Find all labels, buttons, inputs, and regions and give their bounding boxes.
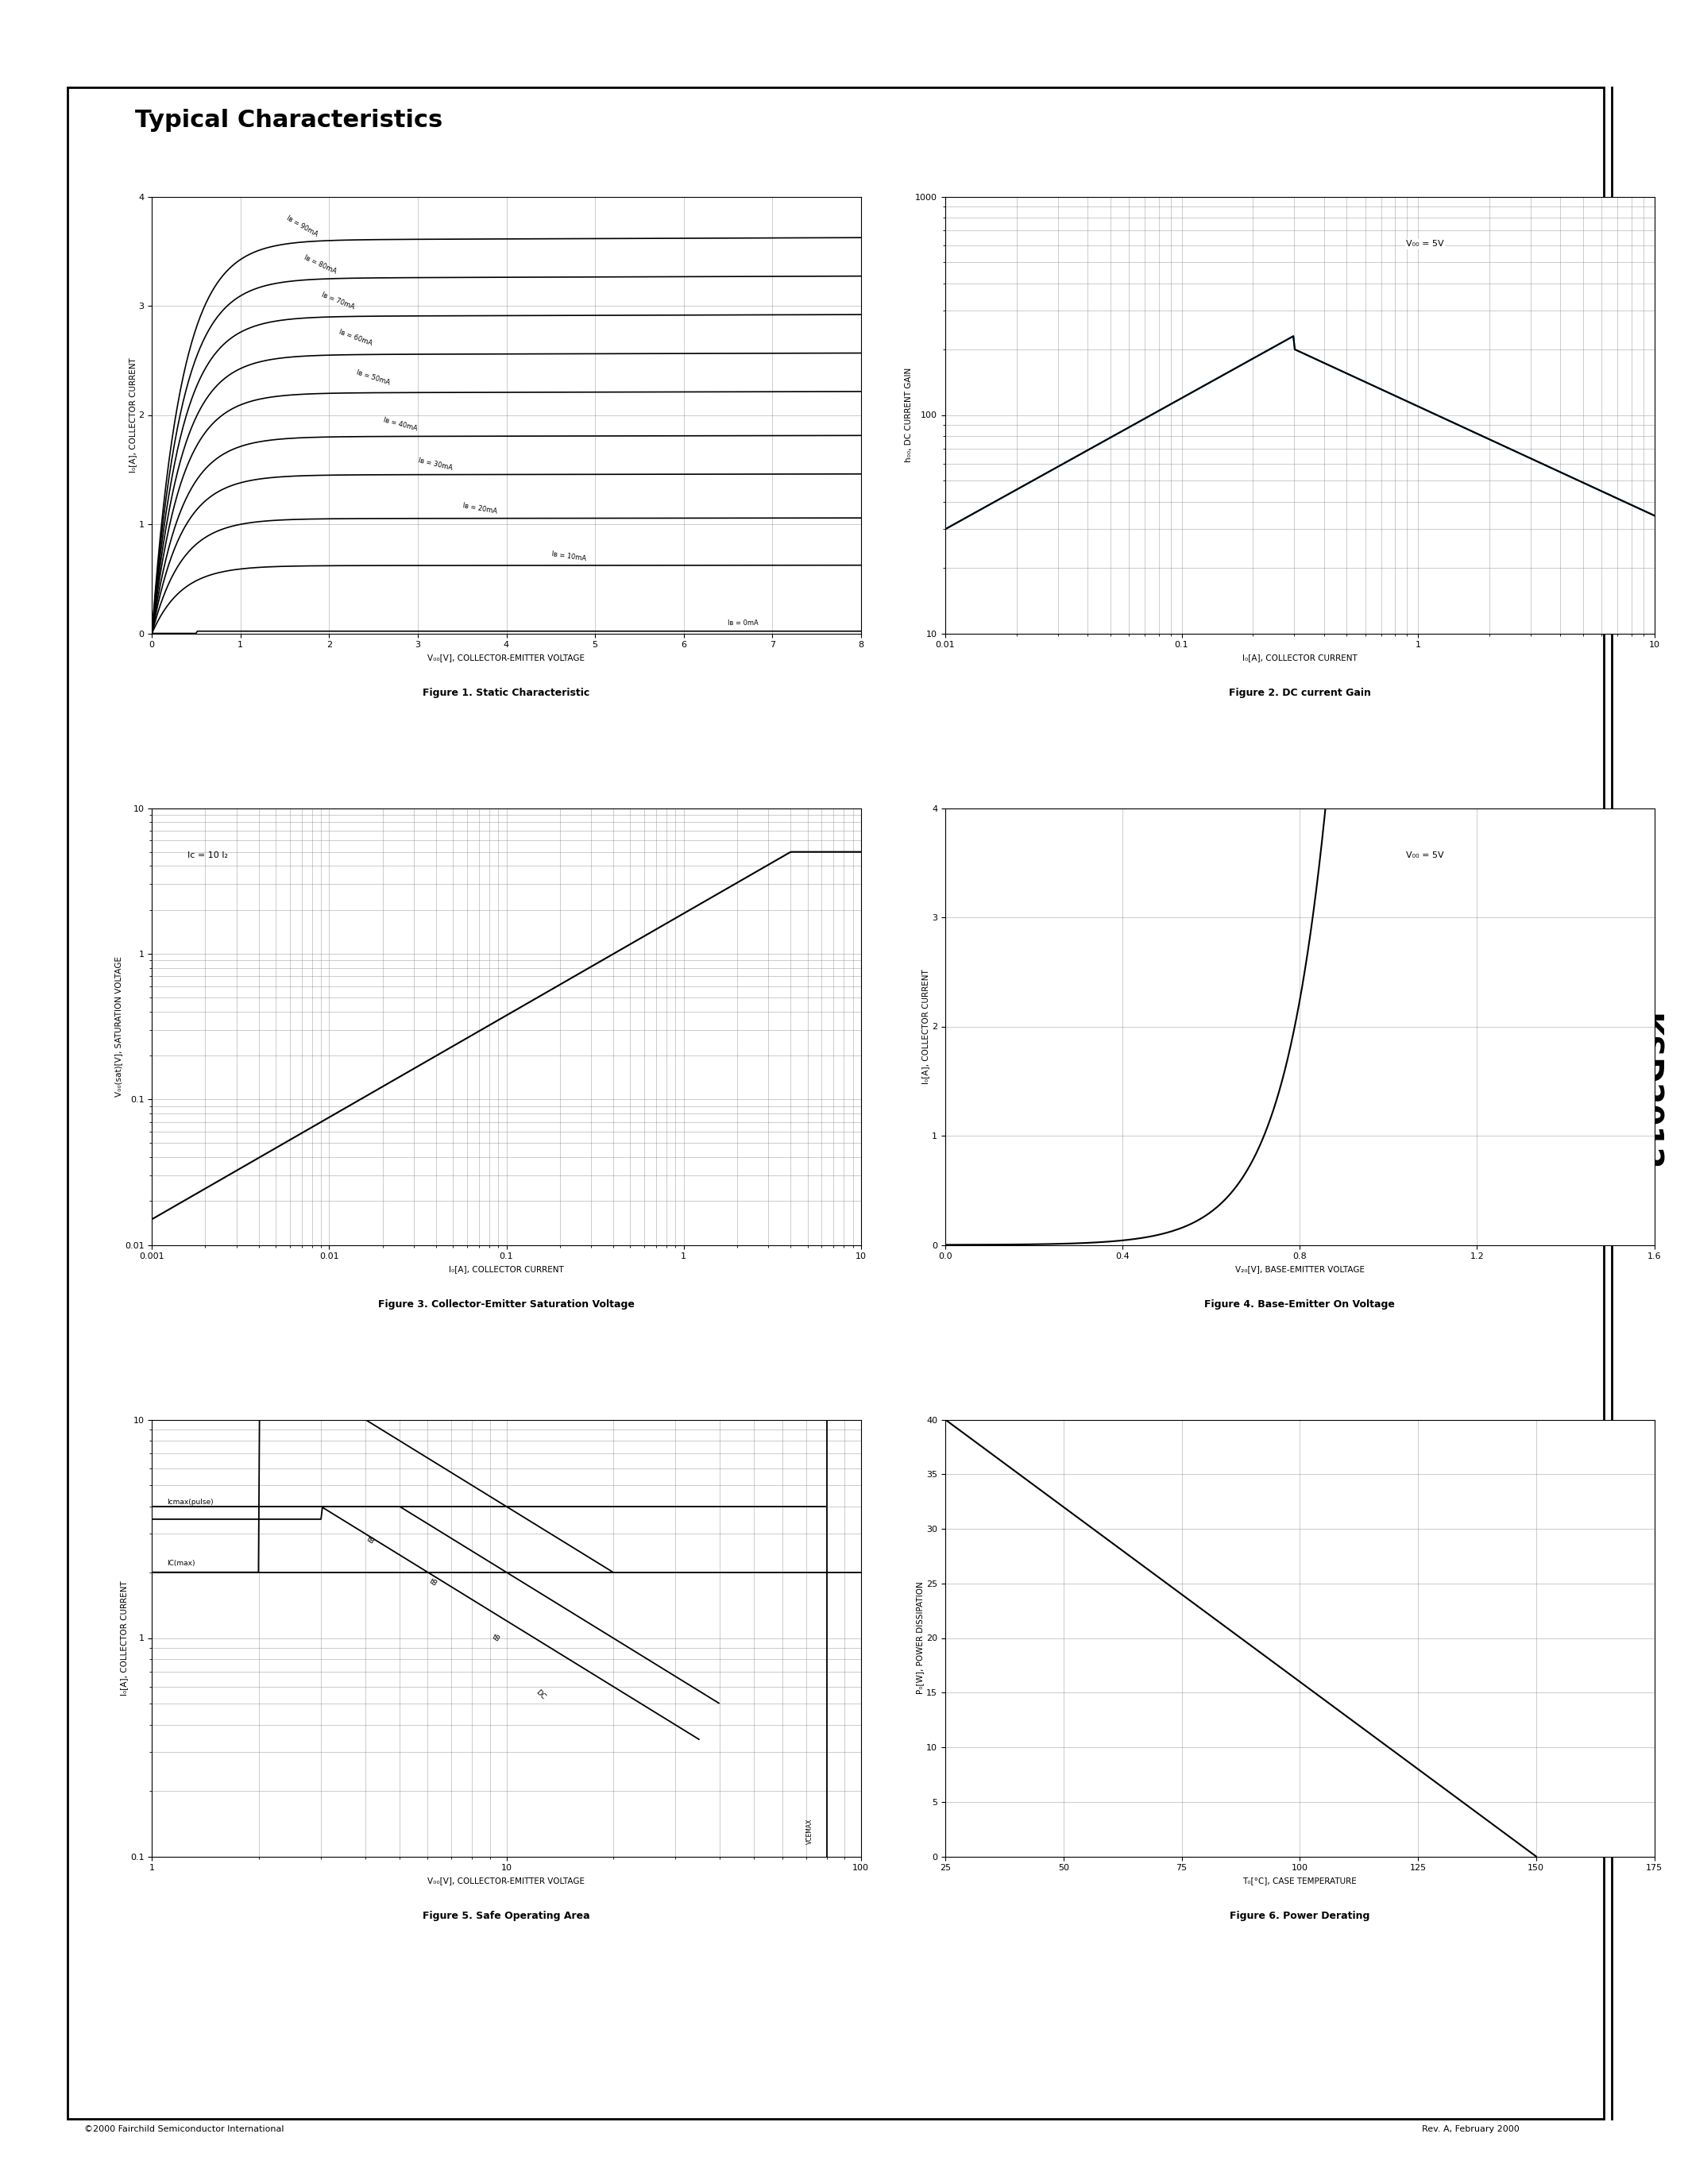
X-axis label: I₀[A], COLLECTOR CURRENT: I₀[A], COLLECTOR CURRENT: [449, 1265, 564, 1273]
Text: VCEMAX: VCEMAX: [805, 1819, 814, 1843]
Text: Figure 1. Static Characteristic: Figure 1. Static Characteristic: [424, 688, 589, 699]
Text: Iв = 10mA: Iв = 10mA: [550, 550, 586, 563]
Text: ©2000 Fairchild Semiconductor International: ©2000 Fairchild Semiconductor Internatio…: [84, 2125, 284, 2134]
DC: [478, 1483, 498, 1509]
Y-axis label: P₀[W], POWER DISSIPATION: P₀[W], POWER DISSIPATION: [917, 1581, 923, 1695]
Text: Iв = 20mA: Iв = 20mA: [463, 502, 498, 515]
DC: [483, 1485, 503, 1511]
Text: Typical Characteristics: Typical Characteristics: [135, 109, 442, 131]
Text: Iв = 50mA: Iв = 50mA: [356, 369, 392, 387]
Text: Rev. A, February 2000: Rev. A, February 2000: [1421, 2125, 1519, 2134]
Text: IC(max): IC(max): [167, 1559, 194, 1566]
X-axis label: I₀[A], COLLECTOR CURRENT: I₀[A], COLLECTOR CURRENT: [1242, 653, 1357, 662]
Text: V₀₀ = 5V: V₀₀ = 5V: [1406, 240, 1443, 249]
X-axis label: V₀₀[V], COLLECTOR-EMITTER VOLTAGE: V₀₀[V], COLLECTOR-EMITTER VOLTAGE: [427, 653, 586, 662]
Text: V₀₀ = 5V: V₀₀ = 5V: [1406, 852, 1443, 860]
Text: Iв = 80mA: Iв = 80mA: [302, 253, 338, 275]
Text: Iв = 90mA: Iв = 90mA: [285, 214, 319, 238]
Text: KSD2012: KSD2012: [1631, 1013, 1661, 1171]
Text: Iв = 70mA: Iв = 70mA: [321, 290, 356, 312]
Text: Figure 6. Power Derating: Figure 6. Power Derating: [1229, 1911, 1371, 1922]
DC: [564, 1535, 584, 1562]
DC: [142, 1559, 162, 1586]
Line: DC: DC: [152, 1354, 613, 1572]
Text: Figure 4. Base-Emitter On Voltage: Figure 4. Base-Emitter On Voltage: [1205, 1299, 1394, 1310]
X-axis label: V₀₀[V], COLLECTOR-EMITTER VOLTAGE: V₀₀[V], COLLECTOR-EMITTER VOLTAGE: [427, 1876, 586, 1885]
Text: Figure 2. DC current Gain: Figure 2. DC current Gain: [1229, 688, 1371, 699]
Text: Iв = 30mA: Iв = 30mA: [419, 456, 454, 472]
Y-axis label: I₀[A], COLLECTOR CURRENT: I₀[A], COLLECTOR CURRENT: [120, 1581, 128, 1695]
Text: Ic = 10 I₂: Ic = 10 I₂: [187, 852, 228, 860]
Text: tB: tB: [365, 1535, 376, 1546]
Text: Icmax(pulse): Icmax(pulse): [167, 1498, 213, 1505]
Text: Iв = 60mA: Iв = 60mA: [338, 328, 373, 347]
Text: Iв = 40mA: Iв = 40mA: [381, 417, 419, 432]
X-axis label: V₂₀[V], BASE-EMITTER VOLTAGE: V₂₀[V], BASE-EMITTER VOLTAGE: [1236, 1265, 1364, 1273]
Y-axis label: V₀₀(sat)[V], SATURATION VOLTAGE: V₀₀(sat)[V], SATURATION VOLTAGE: [115, 957, 123, 1096]
Y-axis label: h₀₀, DC CURRENT GAIN: h₀₀, DC CURRENT GAIN: [905, 367, 913, 463]
Text: tB: tB: [427, 1577, 439, 1588]
Text: tB: tB: [490, 1634, 501, 1642]
Text: DC: DC: [535, 1688, 547, 1701]
Text: Figure 5. Safe Operating Area: Figure 5. Safe Operating Area: [422, 1911, 591, 1922]
Text: Figure 3. Collector-Emitter Saturation Voltage: Figure 3. Collector-Emitter Saturation V…: [378, 1299, 635, 1310]
DC: [525, 1511, 545, 1538]
X-axis label: T₀[°C], CASE TEMPERATURE: T₀[°C], CASE TEMPERATURE: [1242, 1876, 1357, 1885]
Y-axis label: I₀[A], COLLECTOR CURRENT: I₀[A], COLLECTOR CURRENT: [128, 358, 137, 472]
Text: Iв = 0mA: Iв = 0mA: [728, 620, 758, 627]
Y-axis label: I₀[A], COLLECTOR CURRENT: I₀[A], COLLECTOR CURRENT: [922, 970, 930, 1083]
